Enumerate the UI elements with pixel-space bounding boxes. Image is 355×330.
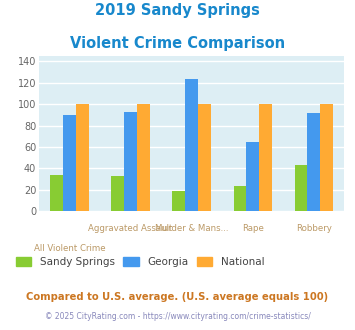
Bar (124, 112, 137, 211)
Bar (246, 142, 259, 211)
Text: Compared to U.S. average. (U.S. average equals 100): Compared to U.S. average. (U.S. average … (26, 292, 329, 302)
Text: 2019 Sandy Springs: 2019 Sandy Springs (95, 3, 260, 18)
Bar (63, 115, 76, 211)
Bar (137, 104, 150, 211)
Bar (295, 165, 307, 211)
Bar (259, 104, 272, 211)
Bar (173, 191, 185, 211)
Bar (198, 104, 211, 211)
Text: Rape: Rape (242, 224, 264, 233)
Bar (234, 185, 246, 211)
Text: Murder & Mans...: Murder & Mans... (155, 224, 229, 233)
Bar (76, 104, 89, 211)
Text: Robbery: Robbery (296, 224, 332, 233)
Bar (111, 176, 124, 211)
Text: All Violent Crime: All Violent Crime (34, 244, 105, 253)
Bar (50, 175, 63, 211)
Bar (320, 104, 333, 211)
Bar (307, 113, 320, 211)
Bar (185, 79, 198, 211)
Text: Violent Crime Comparison: Violent Crime Comparison (70, 36, 285, 51)
Legend: Sandy Springs, Georgia, National: Sandy Springs, Georgia, National (16, 257, 264, 267)
Text: © 2025 CityRating.com - https://www.cityrating.com/crime-statistics/: © 2025 CityRating.com - https://www.city… (45, 312, 310, 321)
Text: Aggravated Assault: Aggravated Assault (88, 224, 173, 233)
